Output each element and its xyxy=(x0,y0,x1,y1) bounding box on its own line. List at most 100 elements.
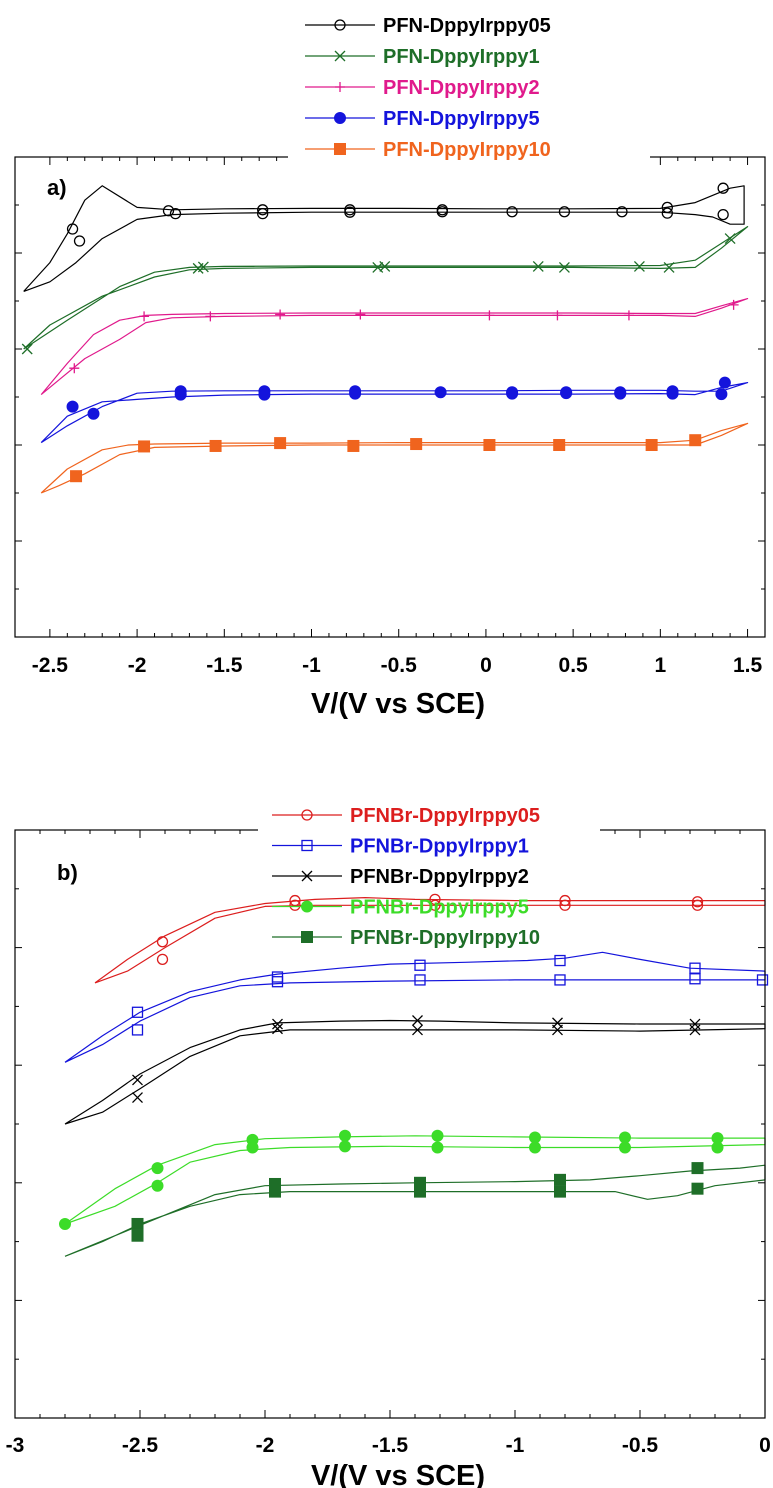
chart-panel-b: -3 -2.5 -2 -1.5 -1 -0.5 0 V/(V vs SCE) b) PFNBr-D… xyxy=(6,785,771,1488)
legend: PFNBr-DppyIrppy05 PFNBr-DppyIrppy1 PFNBr-D… xyxy=(258,785,600,949)
data-point xyxy=(274,437,287,450)
y-axis-ticks xyxy=(15,156,765,638)
data-point xyxy=(289,894,301,907)
legend-label: PFN-DppyIrppy05 xyxy=(383,15,551,37)
x-tick-label: -2 xyxy=(128,654,147,677)
data-point xyxy=(131,1229,144,1242)
panel-label: a) xyxy=(47,175,67,200)
data-point xyxy=(559,894,571,907)
data-point xyxy=(151,1179,164,1192)
data-point xyxy=(355,309,366,320)
chart-panel-a: -2.5 -2 -1.5 -1 -0.5 0 0.5 1 1.5 V/(V vs SCE) a) PF… xyxy=(14,10,766,720)
x-tick-label: 0 xyxy=(759,1434,771,1457)
panel-label: b) xyxy=(57,860,78,885)
data-point xyxy=(174,388,187,401)
data-point xyxy=(689,973,701,985)
data-point xyxy=(59,1217,71,1230)
x-tick-label: 0.5 xyxy=(559,654,589,677)
data-point xyxy=(724,233,736,245)
legend-background xyxy=(258,785,600,840)
data-point xyxy=(87,407,100,420)
x-axis-title: V/(V vs SCE) xyxy=(311,688,485,720)
data-point xyxy=(275,309,286,320)
x-tick-label: -1.5 xyxy=(206,654,243,677)
legend-label: PFNBr-DppyIrppy05 xyxy=(350,805,540,827)
legend-item: PFN-DppyIrppy05 xyxy=(305,15,551,37)
data-point xyxy=(412,1015,423,1026)
series-1 xyxy=(21,226,749,355)
data-point xyxy=(715,388,728,401)
data-point xyxy=(156,953,169,966)
data-point xyxy=(689,1024,701,1036)
legend-marker xyxy=(301,839,313,852)
data-point xyxy=(344,206,356,218)
x-axis-title: V/(V vs SCE) xyxy=(311,1460,485,1488)
data-point xyxy=(169,207,182,220)
series-3 xyxy=(59,1129,766,1230)
legend-marker xyxy=(334,50,346,62)
data-point xyxy=(560,387,573,400)
legend-label: PFNBr-DppyIrppy10 xyxy=(350,927,540,949)
data-point xyxy=(756,974,769,986)
data-point xyxy=(414,974,426,986)
legend-marker xyxy=(334,19,346,31)
series-2 xyxy=(64,1015,766,1125)
data-point xyxy=(559,899,571,911)
data-point xyxy=(73,235,86,247)
x-tick-label: 1.5 xyxy=(733,654,763,677)
data-point xyxy=(691,1162,704,1175)
data-point xyxy=(689,434,702,447)
data-point xyxy=(661,207,673,219)
legend-marker xyxy=(334,112,346,124)
data-point xyxy=(257,207,269,220)
data-point xyxy=(69,363,80,374)
legend-item: PFN-DppyIrppy2 xyxy=(305,77,540,99)
series-0 xyxy=(23,182,745,292)
data-point xyxy=(554,954,566,967)
data-point xyxy=(623,310,634,321)
data-point xyxy=(151,1162,164,1175)
data-point xyxy=(711,1141,724,1154)
data-point xyxy=(246,1141,259,1154)
data-point xyxy=(66,223,79,235)
data-point xyxy=(21,343,33,355)
plot-area xyxy=(21,182,749,494)
data-point xyxy=(645,439,658,451)
data-point xyxy=(138,440,151,453)
legend-label: PFNBr-DppyIrppy2 xyxy=(350,866,529,888)
legend-marker xyxy=(334,143,346,155)
data-point xyxy=(616,206,628,218)
data-point xyxy=(339,1140,351,1153)
data-point xyxy=(529,1141,541,1154)
series-2 xyxy=(40,298,749,396)
data-point xyxy=(558,206,571,218)
legend-marker xyxy=(301,900,313,913)
data-point xyxy=(131,1024,144,1036)
data-point xyxy=(347,439,360,452)
legend-marker xyxy=(301,809,313,821)
legend-label: PFN-DppyIrppy5 xyxy=(383,108,540,130)
data-point xyxy=(70,470,83,483)
data-point xyxy=(728,299,739,310)
data-point xyxy=(209,439,222,452)
x-tick-label: -2.5 xyxy=(122,1434,159,1457)
data-point xyxy=(483,439,496,451)
data-point xyxy=(532,260,544,272)
x-tick-label: 0 xyxy=(480,654,492,677)
data-point xyxy=(339,1129,351,1142)
data-point xyxy=(197,261,209,273)
data-point xyxy=(429,899,441,911)
data-point xyxy=(529,1131,541,1144)
data-point xyxy=(349,387,362,400)
series-line xyxy=(64,951,766,1063)
x-tick-label: -0.5 xyxy=(622,1434,659,1457)
data-point xyxy=(431,1141,444,1154)
data-point xyxy=(429,893,441,906)
data-point xyxy=(132,1074,143,1086)
data-point xyxy=(272,1023,283,1035)
x-tick-label: -3 xyxy=(6,1434,25,1457)
data-point xyxy=(379,260,391,272)
data-point xyxy=(344,204,356,216)
data-point xyxy=(552,1024,563,1036)
